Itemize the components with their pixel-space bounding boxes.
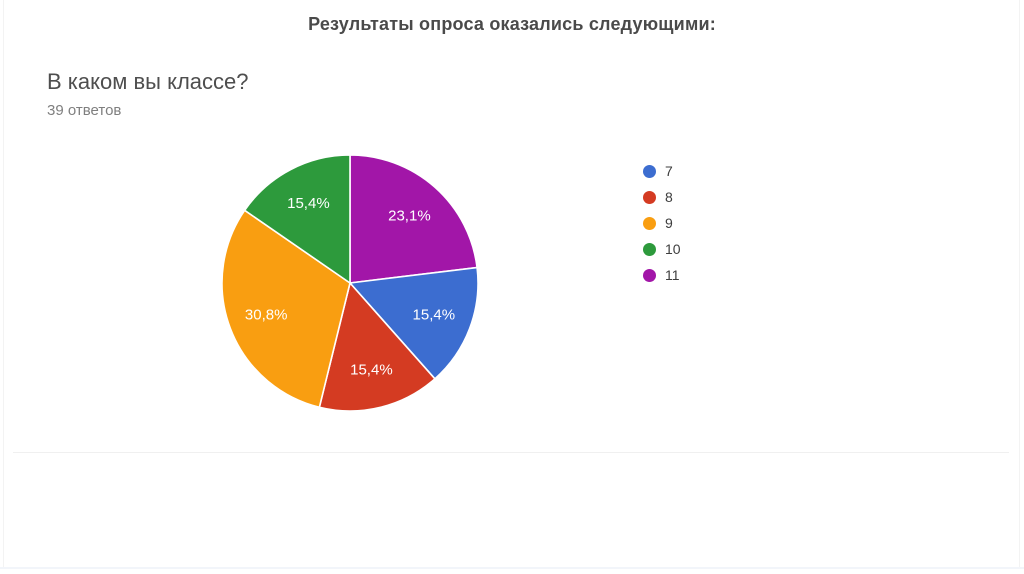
legend-item-8: 8 — [643, 184, 681, 210]
legend-label: 8 — [665, 189, 673, 205]
pie-slice-11 — [349, 154, 478, 284]
legend-color-dot-icon — [643, 216, 656, 230]
card-divider — [13, 452, 1009, 453]
legend-color-dot-icon — [643, 242, 656, 256]
chart-question-title: В каком вы классе? — [47, 69, 249, 94]
legend-color-dot-icon — [643, 268, 656, 282]
slide-left-border — [3, 0, 4, 568]
slide-title: Результаты опроса оказались следующими: — [308, 14, 716, 34]
legend-label: 11 — [665, 267, 680, 283]
pie-slice-7 — [348, 266, 479, 380]
pie-slice-label-11: 23,1% — [388, 207, 431, 224]
legend-color-dot-icon — [643, 164, 656, 178]
legend-label: 7 — [665, 163, 673, 179]
slide-bottom-border — [0, 567, 1024, 569]
legend-label: 10 — [665, 241, 681, 257]
pie-slice-label-10: 15,4% — [287, 195, 330, 212]
pie-slice-8 — [318, 281, 437, 412]
legend-item-9: 9 — [643, 210, 681, 236]
slide-right-border — [1019, 0, 1020, 568]
legend-item-7: 7 — [643, 158, 681, 184]
responses-count: 39 ответов — [47, 102, 122, 119]
pie-chart: 23,1% 15,4% 15,4% 30,8% 15,4% — [221, 154, 479, 412]
pie-slice-9 — [221, 209, 351, 409]
pie-slice-label-8: 15,4% — [350, 362, 393, 379]
pie-legend: 7 8 9 10 11 — [643, 158, 681, 288]
pie-slice-10 — [243, 154, 351, 285]
legend-color-dot-icon — [643, 190, 656, 204]
legend-item-11: 11 — [643, 262, 681, 288]
legend-item-10: 10 — [643, 236, 681, 262]
legend-label: 9 — [665, 215, 673, 231]
pie-slice-label-7: 15,4% — [413, 306, 456, 323]
pie-slice-label-9: 30,8% — [245, 306, 288, 323]
